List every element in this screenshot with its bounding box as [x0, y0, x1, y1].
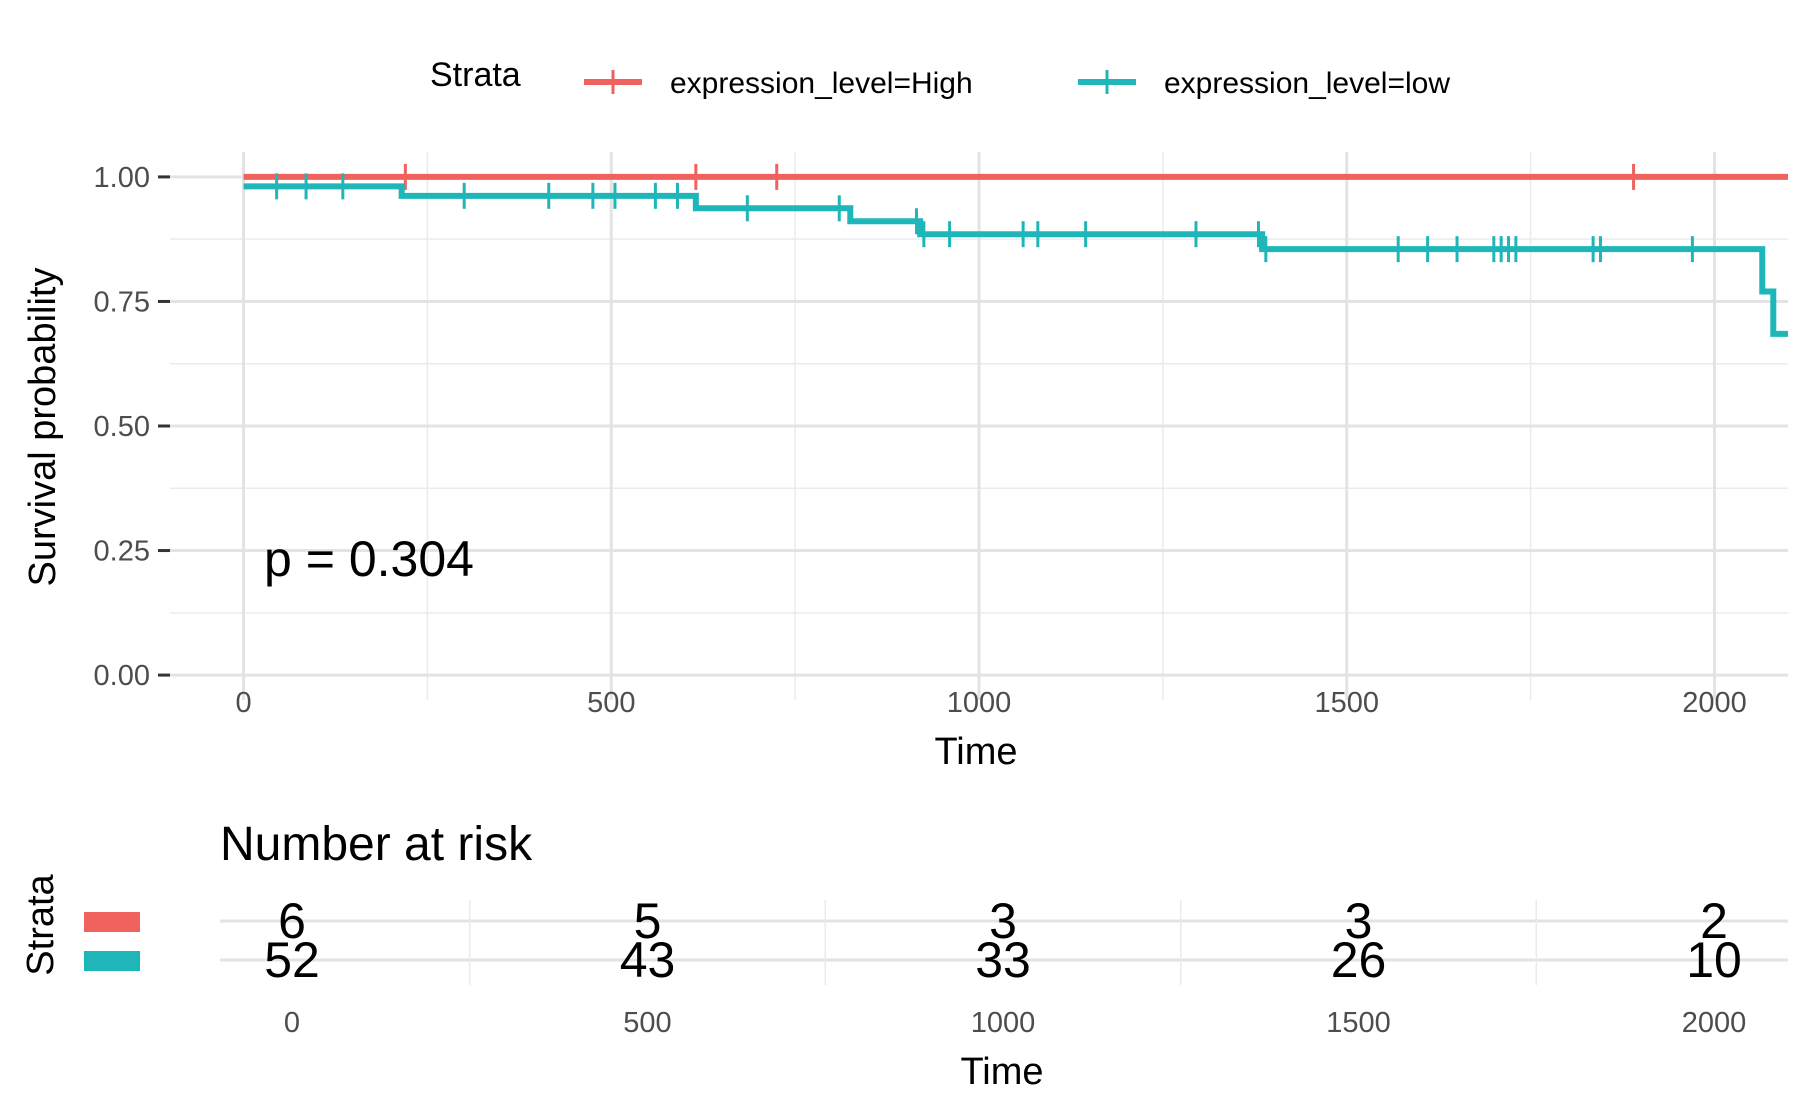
x-tick-label: 1000 [947, 687, 1012, 719]
risk-x-tick-label: 1500 [1326, 1007, 1391, 1039]
risk-table-grid [220, 900, 1788, 985]
risk-x-tick-label: 0 [284, 1007, 300, 1039]
risk-count: 3 [1345, 893, 1373, 949]
legend-label-low: expression_level=low [1164, 67, 1450, 100]
risk-count: 3 [989, 893, 1017, 949]
y-tick-label: 0.50 [94, 411, 150, 443]
risk-count: 43 [620, 932, 676, 988]
y-tick-label: 0.75 [94, 286, 150, 318]
risk-count: 10 [1686, 932, 1742, 988]
risk-x-tick-label: 500 [623, 1007, 671, 1039]
risk-count: 5 [634, 893, 662, 949]
risk-x-tick-label: 1000 [971, 1007, 1036, 1039]
legend-title: Strata [430, 56, 521, 94]
x-tick-label: 0 [235, 687, 251, 719]
x-axis-title: Time [934, 731, 1017, 773]
survival-curve-low [243, 183, 1788, 337]
risk-table-values: 6 5 3 3 252 43 33 26 10 [264, 893, 1742, 988]
risk-row-swatch-high [84, 912, 140, 932]
risk-count: 33 [975, 932, 1031, 988]
y-axis: 0.00 0.25 0.50 0.75 1.00 [94, 162, 170, 692]
legend-label-high: expression_level=High [670, 67, 973, 100]
risk-count: 52 [264, 932, 320, 988]
x-tick-label: 1500 [1314, 687, 1379, 719]
plot-series [243, 163, 1788, 337]
y-axis-title: Survival probability [22, 268, 64, 587]
risk-table-title: Number at risk [220, 818, 533, 871]
legend: Strata expression_level=High expression_… [430, 56, 1450, 100]
risk-table-x-axis: 0 500 1000 1500 2000 [284, 1007, 1746, 1039]
x-tick-label: 500 [587, 687, 635, 719]
y-tick-label: 1.00 [94, 162, 150, 194]
x-axis: 0 500 1000 1500 2000 [235, 687, 1746, 719]
risk-table-y-title: Strata [20, 873, 62, 975]
y-tick-label: 0.00 [94, 660, 150, 692]
risk-x-tick-label: 2000 [1682, 1007, 1747, 1039]
y-tick-label: 0.25 [94, 536, 150, 568]
p-value-annotation: p = 0.304 [264, 531, 474, 587]
risk-count: 26 [1331, 932, 1387, 988]
risk-count: 2 [1700, 893, 1728, 949]
survival-plot: 0.00 0.25 0.50 0.75 1.00 0 500 1000 1500 2000 p … [22, 152, 1788, 773]
risk-row-swatch-low [84, 951, 140, 971]
risk-table-x-title: Time [960, 1051, 1043, 1093]
risk-count: 6 [278, 893, 306, 949]
x-tick-label: 2000 [1682, 687, 1747, 719]
